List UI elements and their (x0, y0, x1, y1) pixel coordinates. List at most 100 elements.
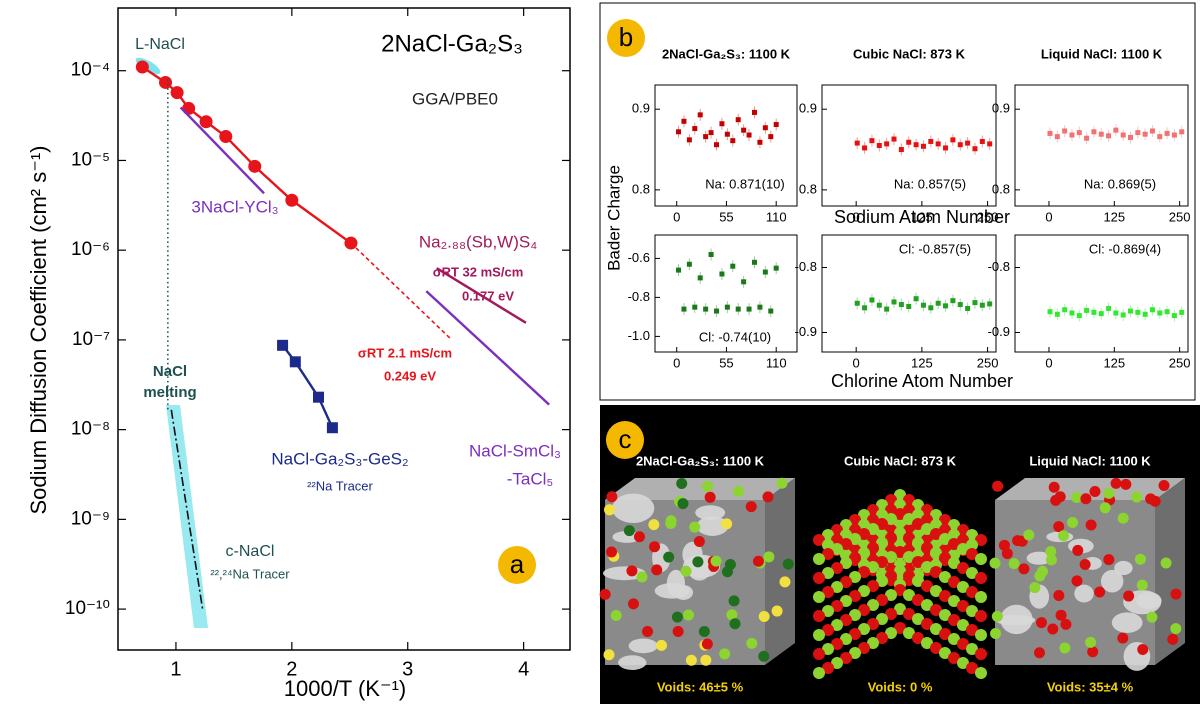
data-point (730, 264, 735, 269)
atom (1171, 589, 1182, 600)
data-point (921, 144, 926, 149)
y-tick-label: -0.8 (795, 259, 817, 274)
data-point (681, 119, 686, 124)
data-point (1048, 131, 1053, 136)
figure: 123410⁻⁴10⁻⁵10⁻⁶10⁻⁷10⁻⁸10⁻⁹10⁻¹⁰2NaCl-G… (0, 0, 1200, 704)
data-point (958, 142, 963, 147)
atom (1135, 554, 1146, 565)
atom (642, 626, 653, 637)
data-point (1128, 309, 1133, 314)
atom (1029, 582, 1040, 593)
data-point (277, 340, 288, 351)
x-tick-label: 125 (1103, 209, 1125, 224)
data-point (1128, 135, 1133, 140)
atom (746, 501, 757, 512)
atom (990, 628, 1001, 639)
x-tick-label: 55 (719, 209, 733, 224)
data-point (928, 139, 933, 144)
atom (763, 551, 774, 562)
annotation: NaCl-SmCl₃ (469, 441, 561, 460)
atom (975, 591, 987, 603)
data-point (1113, 128, 1118, 133)
atom (779, 576, 790, 587)
atom (705, 492, 716, 503)
atom (628, 598, 639, 609)
data-point (1055, 134, 1060, 139)
atom (1167, 634, 1178, 645)
atom (753, 556, 764, 567)
atom (624, 525, 635, 536)
atom (681, 566, 692, 577)
atom (673, 626, 684, 637)
data-point (1121, 133, 1126, 138)
atom (1094, 586, 1105, 597)
data-point (698, 275, 703, 280)
data-point (943, 145, 948, 150)
data-point (899, 302, 904, 307)
data-point (862, 145, 867, 150)
atom (1023, 530, 1034, 541)
data-point (892, 137, 897, 142)
data-point (1055, 312, 1060, 317)
data-point (714, 142, 719, 147)
atom (1080, 559, 1091, 570)
atom (719, 648, 730, 659)
data-point (681, 307, 686, 312)
atom (1161, 557, 1172, 568)
data-point (703, 134, 708, 139)
data-point (1150, 128, 1155, 133)
data-point (1091, 129, 1096, 134)
atom (1036, 617, 1047, 628)
subplot-annotation: Na: 0.869(5) (1084, 176, 1156, 191)
atom (676, 478, 687, 489)
data-point (1069, 133, 1074, 138)
data-point (972, 300, 977, 305)
atom (1117, 633, 1128, 644)
atom (813, 553, 825, 565)
data-point (855, 141, 860, 146)
annotation: 0.249 eV (384, 368, 436, 383)
annotation: σRT 32 mS/cm (433, 264, 524, 279)
data-point (1062, 128, 1067, 133)
subplot-annotation: Cl: -0.857(5) (899, 241, 971, 256)
annotation: L-NaCl (135, 36, 185, 53)
atom (1146, 612, 1157, 623)
x-tick-label: 0 (1045, 355, 1052, 370)
void-surface (612, 494, 654, 523)
data-point (676, 129, 681, 134)
data-point (950, 137, 955, 142)
atom (1053, 590, 1064, 601)
data-point (757, 140, 762, 145)
annotation: melting (143, 384, 196, 401)
annotation: ²²,²⁴Na Tracer (210, 566, 290, 581)
data-point (906, 304, 911, 309)
data-point (936, 301, 941, 306)
data-point (687, 262, 692, 267)
data-point (1172, 313, 1177, 318)
atom (665, 518, 676, 529)
atom (600, 589, 611, 600)
atom (1089, 486, 1100, 497)
x-tick-label: 0 (853, 355, 860, 370)
atom (1103, 488, 1114, 499)
atom (1137, 644, 1148, 655)
atom (975, 553, 987, 565)
annotation: NaCl (153, 363, 187, 380)
data-point (763, 270, 768, 275)
y-tick-label: -0.9 (795, 324, 817, 339)
y-tick-label: 10⁻⁹ (71, 508, 110, 529)
data-point (698, 112, 703, 117)
void-surface (1000, 605, 1032, 634)
annotation: Na₂.₈₈(Sb,W)S₄ (419, 232, 537, 251)
y-tick-label: 10⁻⁶ (71, 239, 110, 260)
void-surface (629, 639, 658, 654)
y-tick-label: 0.9 (799, 101, 817, 116)
data-point (936, 141, 941, 146)
atom (689, 522, 700, 533)
atom (702, 639, 713, 650)
data-point (159, 76, 172, 89)
data-point (1099, 132, 1104, 137)
x-tick-label: 250 (1169, 209, 1191, 224)
atom (711, 556, 722, 567)
atom (1049, 482, 1060, 493)
